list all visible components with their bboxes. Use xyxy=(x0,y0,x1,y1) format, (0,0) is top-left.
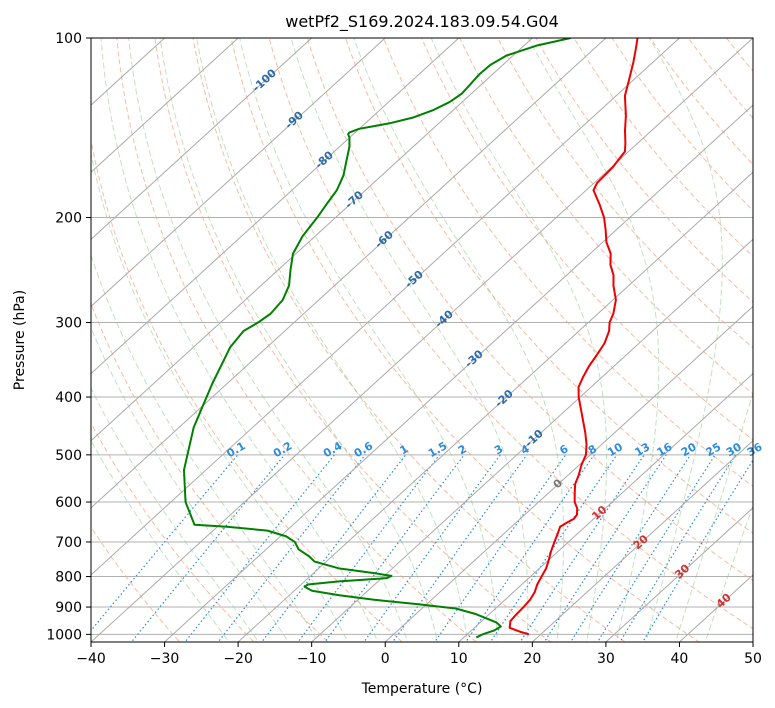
x-tick-label: 40 xyxy=(671,651,689,667)
dry-adiabat-line xyxy=(459,38,753,395)
dry-adiabats xyxy=(91,38,753,642)
mixing-ratio-line xyxy=(297,454,440,642)
mixing-ratio-line xyxy=(489,454,618,642)
mixing-ratio-line xyxy=(363,454,501,642)
x-tick-label: −40 xyxy=(76,651,106,667)
dry-adiabat-line xyxy=(192,38,626,642)
x-tick-label: 50 xyxy=(744,651,762,667)
x-tick-label: 0 xyxy=(381,651,390,667)
moist-adiabat-line xyxy=(100,38,379,642)
isotherm-line xyxy=(91,38,753,642)
mixing-ratio-line xyxy=(217,454,366,642)
dry-adiabat-line xyxy=(91,137,404,642)
isotherm-line xyxy=(311,238,753,642)
dry-adiabat-line xyxy=(497,38,753,349)
isotherm-line xyxy=(91,38,533,442)
x-axis-ticks: −40 −30 −20 −10 0 10 20 30 40 50 xyxy=(76,642,762,667)
y-tick-label: 300 xyxy=(55,316,82,332)
moist-adiabats xyxy=(91,38,753,642)
y-tick-label: 200 xyxy=(55,211,82,227)
isotherm-line xyxy=(384,305,753,642)
chart-title: wetPf2_S169.2024.183.09.54.G04 xyxy=(285,12,559,32)
moist-adiabat-line xyxy=(128,38,409,642)
dry-adiabat-line xyxy=(91,526,181,642)
mixing-ratio-line xyxy=(596,454,716,642)
mixing-ratio-lines xyxy=(91,454,753,642)
y-tick-label: 700 xyxy=(55,535,82,551)
dry-adiabat-line xyxy=(268,38,753,630)
isotherm-line xyxy=(531,439,753,642)
mixing-ratio-line xyxy=(324,454,465,642)
x-tick-label: −10 xyxy=(297,651,327,667)
mixing-ratio-line xyxy=(642,459,753,642)
mixing-ratio-line xyxy=(130,454,286,642)
moist-adiabat-line xyxy=(91,439,230,642)
dry-adiabat-line xyxy=(535,38,753,303)
moist-adiabat-line xyxy=(91,386,260,642)
isotherm-line xyxy=(91,38,313,241)
dewpoint-series-line xyxy=(182,38,571,639)
mixing-ratio-line xyxy=(184,454,335,642)
moist-adiabat-line xyxy=(645,38,723,642)
y-tick-label: 400 xyxy=(55,390,82,406)
x-tick-label: −30 xyxy=(150,651,180,667)
moist-adiabat-line xyxy=(91,253,319,642)
moist-adiabat-line xyxy=(239,38,498,642)
mixing-ratio-line xyxy=(434,454,567,642)
moist-adiabat-line xyxy=(430,38,608,642)
dry-adiabat-line xyxy=(116,38,478,642)
x-tick-label: 10 xyxy=(450,651,468,667)
mixing-ratio-line xyxy=(91,454,239,632)
y-tick-label: 600 xyxy=(55,495,82,511)
y-tick-label: 1000 xyxy=(46,627,82,643)
moist-adiabat-line xyxy=(196,38,468,642)
dry-adiabat-line xyxy=(91,422,255,642)
mixing-ratio-line xyxy=(570,454,691,642)
isotherm-line xyxy=(605,507,753,642)
x-tick-label: 30 xyxy=(597,651,615,667)
dry-adiabat-line xyxy=(306,38,753,582)
temperature-series-line xyxy=(508,38,639,636)
isotherms xyxy=(91,38,753,642)
moist-adiabat-line xyxy=(159,38,439,642)
profile-series xyxy=(182,38,639,639)
dry-adiabat-line xyxy=(154,38,552,642)
dry-adiabat-line xyxy=(344,38,753,534)
x-tick-label: 20 xyxy=(523,651,541,667)
y-tick-label: 500 xyxy=(55,448,82,464)
plot-frame xyxy=(90,37,754,643)
dry-adiabat-line xyxy=(230,38,700,642)
y-axis-label: Pressure (hPa) xyxy=(12,290,28,390)
isotherm-line xyxy=(91,38,239,173)
moist-adiabat-line xyxy=(353,38,565,642)
y-tick-label: 100 xyxy=(55,31,82,47)
isotherm-line xyxy=(91,38,680,576)
y-axis-ticks: 100 200 300 400 500 600 700 800 900 1000 xyxy=(46,31,91,643)
isotherm-line xyxy=(164,104,753,642)
moist-adiabat-line xyxy=(91,151,349,642)
isotherm-line xyxy=(91,38,607,509)
x-tick-label: −20 xyxy=(223,651,253,667)
dry-adiabat-line xyxy=(382,38,753,487)
isotherm-line xyxy=(458,372,753,642)
isotherm-line xyxy=(237,171,753,642)
isotherm-line xyxy=(91,38,386,308)
mixing-ratio-line xyxy=(543,454,667,642)
y-tick-label: 900 xyxy=(55,600,82,616)
moist-adiabat-line xyxy=(675,390,753,642)
x-axis-label: Temperature (°C) xyxy=(361,681,483,697)
y-tick-label: 800 xyxy=(55,570,82,586)
moist-adiabat-line xyxy=(290,38,529,642)
mixing-ratio-line xyxy=(465,454,595,642)
mixing-ratio-line xyxy=(519,454,645,642)
moist-adiabat-line xyxy=(91,326,289,642)
